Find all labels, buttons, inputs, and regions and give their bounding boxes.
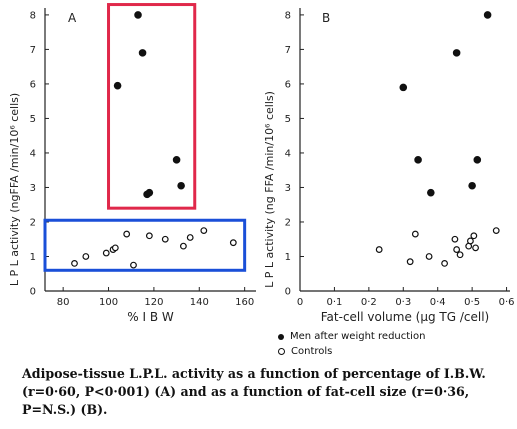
highlight-box-blue [43,218,247,272]
x-tick-label: 0·3 [395,297,411,308]
y-tick-label: 3 [30,183,36,194]
highlight-box-red [107,3,197,210]
x-tick-label: 0·5 [464,297,480,308]
data-point-control [130,261,137,269]
data-point-weight-reduction [468,181,476,190]
y-tick-label: 8 [285,10,291,21]
data-point-control [111,244,119,252]
y-axis-label: L P L activity (ng FFA /min/10⁶ cells) [263,91,276,288]
data-point-control [375,246,383,253]
y-tick-label: 1 [285,252,291,263]
open-circle-icon [278,348,285,355]
y-tick-label: 4 [285,148,291,159]
data-point-control [102,249,110,257]
data-point-control [456,251,464,259]
x-tick-label: 0·2 [361,297,377,308]
filled-circle-icon [278,333,284,340]
data-point-weight-reduction [145,188,154,197]
legend-item-men: Men after weight reduction [278,329,425,344]
y-axis-label: L P L activity (ngFFA /min/10⁶ cells) [8,93,21,286]
data-point-weight-reduction [414,156,422,164]
data-point-weight-reduction [427,188,435,197]
data-point-weight-reduction [138,49,147,57]
figure-caption: Adipose-tissue L.P.L. activity as a func… [22,366,486,417]
data-point-weight-reduction [134,11,142,19]
x-tick-label: 0·4 [430,297,446,308]
data-point-control [145,232,153,240]
panel-label-b: B [322,11,330,25]
y-tick-label-zero: 0 [30,287,36,298]
y-tick-label: 3 [285,183,291,194]
data-point-control [179,242,187,250]
y-tick-label: 7 [285,45,291,56]
data-point-weight-reduction [473,156,482,164]
data-point-control [470,232,478,240]
data-point-control [82,253,90,260]
data-point-control [406,258,414,266]
y-tick-label: 1 [30,252,36,263]
y-tick-label: 7 [30,45,36,56]
x-tick-label: 120 [144,297,163,308]
data-point-control [492,227,500,235]
x-tick-label: 140 [190,297,209,308]
x-axis-label: Fat-cell volume (µg TG /cell) [321,310,490,324]
x-tick-label: 0 [297,297,303,308]
y-tick-label: 6 [285,79,291,90]
panel-label-a: A [68,11,77,25]
y-tick-label: 2 [285,217,291,228]
y-tick-label: 4 [30,148,36,159]
data-point-control [411,230,419,238]
data-point-control [71,259,78,267]
data-point-weight-reduction [177,181,185,190]
data-point-control [123,230,131,238]
y-tick-label-zero: 0 [285,287,291,298]
panel-a: 1 2 3 4 5 6 7 8 80 100 120 140 160 0 A % I B W L P L act… [8,3,256,324]
y-tick-label: 5 [30,114,36,125]
x-tick-label: 160 [235,297,254,308]
legend-label-controls: Controls [291,346,333,357]
x-tick-label: 100 [99,297,118,308]
legend: Men after weight reduction Controls [278,329,425,359]
y-tick-label: 2 [30,217,36,228]
data-point-weight-reduction [399,83,408,92]
data-point-weight-reduction [483,11,492,19]
data-point-control [425,253,433,260]
y-tick-label: 5 [285,114,291,125]
legend-item-controls: Controls [278,344,425,359]
x-tick-label: 0·1 [326,297,342,308]
data-point-control [467,237,474,245]
x-tick-label: 0·6 [499,297,515,308]
data-point-control [453,246,461,253]
y-tick-label: 8 [30,10,36,21]
y-tick-label: 6 [30,79,36,90]
data-point-control [186,234,194,241]
data-point-control [161,235,169,243]
data-point-control [229,239,237,247]
data-point-control [451,235,459,243]
legend-label-men: Men after weight reduction [290,331,426,342]
data-point-control [472,244,479,252]
data-point-weight-reduction [113,81,122,90]
data-point-control [441,259,448,267]
x-axis-label: % I B W [127,310,174,324]
x-tick-label: 80 [57,297,70,308]
data-point-weight-reduction [452,49,461,57]
data-point-control [200,227,208,235]
panel-b: 1 2 3 4 5 6 7 8 0 0·1 0·2 0·3 0·4 0·5 0·6 0 B Fat-cell vo… [263,8,515,324]
data-point-weight-reduction [172,156,181,164]
